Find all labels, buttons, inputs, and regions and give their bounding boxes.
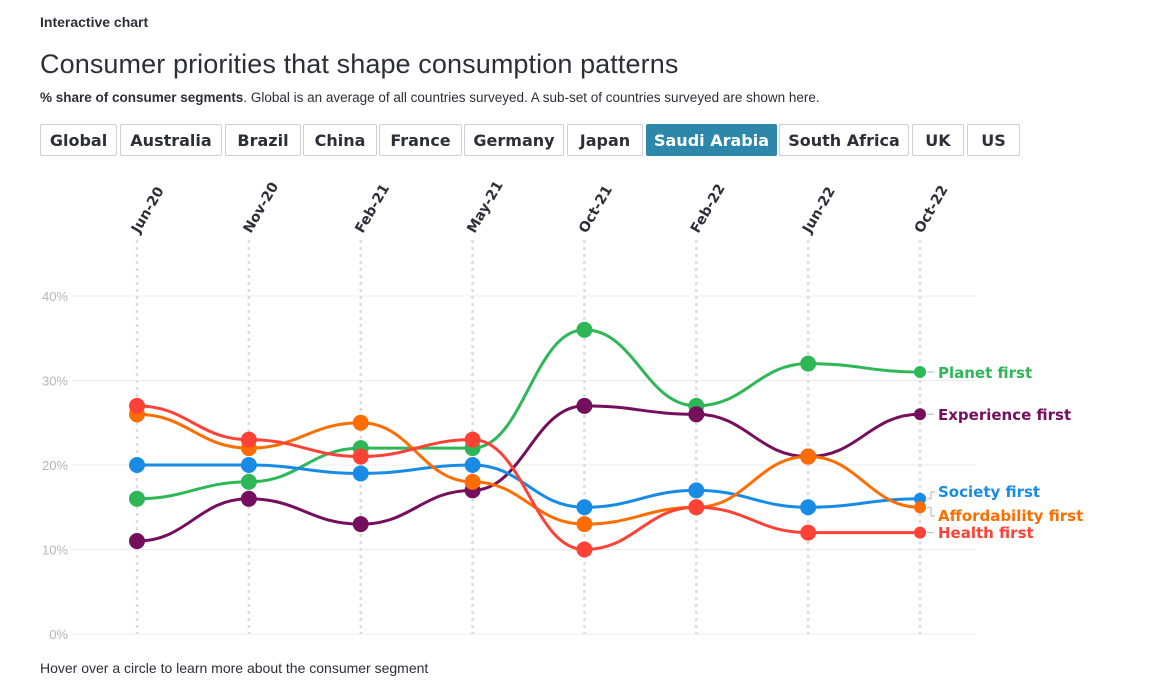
data-point-health-first[interactable] [129, 397, 145, 414]
x-tick-label: Oct-22 [912, 183, 952, 236]
data-point-affordability-first[interactable] [464, 473, 481, 490]
tab-south-africa[interactable]: South Africa [779, 124, 909, 156]
tab-uk[interactable]: UK [912, 124, 964, 156]
data-point-society-first[interactable] [129, 457, 145, 473]
data-point-experience-first[interactable] [576, 397, 593, 414]
data-point-experience-first[interactable] [688, 406, 705, 423]
y-tick-label: 10% [42, 543, 68, 558]
series-label-planet-first: Planet first [938, 364, 1032, 382]
data-point-society-first[interactable] [240, 457, 257, 473]
series-line-health-first [135, 404, 922, 552]
x-guide-lines [135, 240, 922, 634]
chart-subtitle: % share of consumer segments. Global is … [40, 90, 820, 105]
data-point-affordability-first[interactable] [352, 414, 369, 431]
data-point-planet-first[interactable] [914, 366, 926, 379]
chart-footnote: Hover over a circle to learn more about … [40, 660, 429, 676]
x-axis-ticks: Jun-20 Nov-20 Feb-21 May-21 Oct-21 Feb-22 Jun-… [128, 178, 951, 237]
x-tick-label: Jun-22 [799, 184, 839, 237]
y-tick-label: 40% [42, 289, 68, 304]
data-point-experience-first[interactable] [240, 490, 257, 507]
data-point-experience-first[interactable] [129, 533, 145, 550]
tab-australia[interactable]: Australia [120, 124, 222, 156]
series-lines [135, 328, 922, 552]
chart-title: Consumer priorities that shape consumpti… [40, 49, 679, 79]
series-labels: Planet first Experience first Society firs… [927, 364, 1083, 542]
series-line-society-first [135, 463, 922, 509]
y-tick-label: 20% [42, 458, 68, 473]
data-point-experience-first[interactable] [914, 408, 926, 421]
series-line-experience-first [135, 404, 922, 543]
data-point-planet-first[interactable] [129, 490, 145, 507]
x-tick-label: Nov-20 [240, 179, 282, 236]
data-point-society-first[interactable] [352, 465, 369, 482]
data-point-health-first[interactable] [240, 431, 257, 448]
data-point-society-first[interactable] [688, 482, 705, 499]
y-tick-label: 30% [42, 374, 68, 389]
data-point-health-first[interactable] [800, 524, 817, 541]
data-point-health-first[interactable] [576, 541, 593, 558]
data-point-society-first[interactable] [576, 499, 593, 516]
tab-germany[interactable]: Germany [464, 124, 564, 156]
tab-china[interactable]: China [303, 124, 377, 156]
y-axis-ticks: 0% 10% 20% 30% 40% [42, 289, 68, 642]
data-point-health-first[interactable] [914, 526, 926, 539]
data-point-society-first[interactable] [464, 457, 481, 473]
data-point-health-first[interactable] [464, 431, 481, 448]
tab-global[interactable]: Global [40, 124, 117, 156]
series-label-experience-first: Experience first [938, 406, 1071, 424]
data-point-affordability-first[interactable] [800, 448, 817, 465]
y-gridlines [72, 295, 976, 635]
x-tick-label: Feb-21 [352, 181, 393, 236]
data-point-society-first[interactable] [914, 492, 926, 505]
data-point-planet-first[interactable] [800, 355, 817, 372]
subtitle-rest: . Global is an average of all countries … [243, 90, 820, 105]
x-tick-label: Jun-20 [128, 184, 168, 237]
data-point-planet-first[interactable] [576, 321, 593, 338]
data-point-health-first[interactable] [688, 499, 705, 516]
tab-us[interactable]: US [967, 124, 1020, 156]
series-label-health-first: Health first [938, 524, 1034, 542]
tab-japan[interactable]: Japan [567, 124, 643, 156]
series-label-society-first: Society first [938, 483, 1040, 501]
data-point-planet-first[interactable] [240, 473, 257, 490]
label-connector [927, 491, 935, 500]
subtitle-bold: % share of consumer segments [40, 90, 244, 105]
chart-kicker: Interactive chart [40, 14, 149, 30]
x-tick-label: May-21 [464, 178, 507, 236]
x-tick-label: Feb-22 [688, 181, 729, 236]
tab-saudi-arabia[interactable]: Saudi Arabia [646, 124, 777, 156]
series-line-affordability-first [135, 412, 922, 526]
series-points [129, 321, 926, 558]
data-point-affordability-first[interactable] [576, 516, 593, 533]
x-tick-label: Oct-21 [576, 183, 616, 236]
data-point-health-first[interactable] [352, 448, 369, 465]
data-point-affordability-first[interactable] [914, 501, 926, 514]
tab-brazil[interactable]: Brazil [225, 124, 301, 156]
y-tick-label: 0% [49, 627, 68, 642]
series-line-planet-first [135, 328, 922, 501]
series-label-affordability-first: Affordability first [938, 507, 1083, 525]
data-point-experience-first[interactable] [352, 516, 369, 533]
data-point-society-first[interactable] [800, 499, 817, 516]
label-connector [927, 506, 935, 517]
tab-france[interactable]: France [379, 124, 462, 156]
